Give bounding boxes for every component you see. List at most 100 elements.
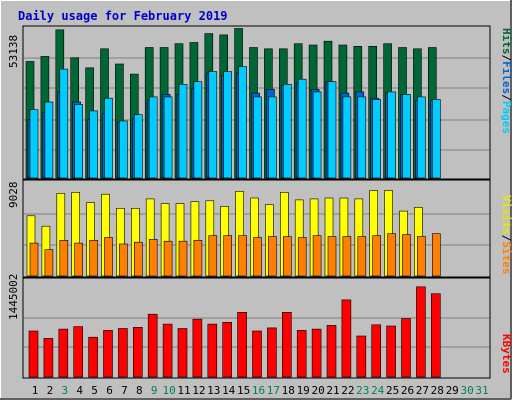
bar-sites-day-1 — [29, 242, 39, 277]
bar-sites-day-4 — [74, 242, 83, 277]
bar-pages-day-22 — [342, 96, 352, 179]
bar-sites-day-11 — [178, 240, 188, 277]
bar-sites-day-26 — [402, 234, 411, 277]
bar-kbytes-day-21 — [326, 325, 337, 378]
bar-pages-day-4 — [74, 104, 83, 179]
x-tick-label-19: 19 — [297, 384, 310, 397]
x-tick-label-12: 12 — [192, 384, 205, 397]
x-tick-label-6: 6 — [106, 384, 113, 397]
legend-entry-0: Hits — [500, 28, 512, 55]
x-tick-label-17: 17 — [267, 384, 280, 397]
legend-entry-3: / — [500, 94, 512, 101]
bar-sites-day-23 — [357, 236, 367, 277]
bar-kbytes-day-9 — [147, 313, 158, 378]
bar-pages-day-28 — [431, 99, 441, 179]
bar-kbytes-day-3 — [58, 328, 69, 378]
bar-kbytes-day-26 — [401, 318, 411, 378]
bar-sites-day-14 — [223, 235, 232, 277]
bar-kbytes-day-25 — [386, 325, 396, 378]
x-tick-label-8: 8 — [136, 384, 143, 397]
bar-kbytes-day-13 — [207, 323, 218, 378]
bar-pages-day-3 — [59, 68, 69, 179]
bar-pages-day-15 — [238, 66, 247, 179]
bar-kbytes-day-24 — [371, 324, 382, 378]
x-tick-label-15: 15 — [237, 384, 250, 397]
x-axis-labels: 1 2 3 4 5 6 7 8 9 10 11 12 13 14 15 16 17 18 19 20 21 22 23 24 2… — [32, 384, 489, 397]
x-tick-label-10: 10 — [162, 384, 175, 397]
x-tick-label-1: 1 — [32, 384, 39, 397]
bar-kbytes-day-19 — [296, 330, 307, 378]
bar-kbytes-day-10 — [162, 323, 173, 378]
bar-sites-day-20 — [312, 235, 322, 277]
bar-pages-day-18 — [282, 84, 292, 179]
bar-pages-day-16 — [253, 96, 262, 179]
bar-kbytes-day-11 — [177, 328, 188, 378]
y-max-label-hits: 53138 — [7, 35, 20, 68]
bar-pages-day-9 — [148, 96, 158, 179]
bar-pages-day-26 — [402, 94, 411, 179]
bars-layer — [25, 28, 441, 378]
bar-sites-day-6 — [104, 237, 113, 277]
bar-sites-day-18 — [282, 236, 292, 277]
bar-kbytes-day-15 — [237, 311, 247, 378]
x-tick-label-27: 27 — [416, 384, 429, 397]
bar-pages-day-6 — [104, 97, 113, 179]
bar-sites-day-25 — [387, 233, 396, 277]
legend-entry-4: Pages — [500, 101, 512, 134]
bar-kbytes-day-6 — [103, 330, 113, 378]
bar-sites-day-7 — [119, 243, 128, 277]
x-tick-label-21: 21 — [326, 384, 339, 397]
bar-sites-day-10 — [163, 240, 173, 277]
bar-sites-day-16 — [253, 237, 262, 277]
x-tick-label-29: 29 — [446, 384, 459, 397]
x-tick-label-13: 13 — [207, 384, 220, 397]
legend-visits-sites: Visits/Sites — [500, 195, 512, 275]
bar-pages-day-8 — [134, 114, 143, 179]
legend-entry-1: / — [500, 55, 512, 62]
x-tick-label-9: 9 — [151, 384, 158, 397]
bar-sites-day-8 — [134, 241, 143, 277]
x-tick-label-5: 5 — [91, 384, 98, 397]
bar-pages-day-1 — [29, 109, 39, 179]
legend-entry-2: Sites — [500, 241, 512, 274]
bar-pages-day-2 — [44, 101, 54, 179]
bar-kbytes-day-14 — [222, 321, 232, 378]
bar-kbytes-day-22 — [341, 299, 352, 378]
bar-kbytes-day-8 — [133, 326, 143, 378]
bar-sites-day-5 — [89, 240, 98, 277]
x-tick-label-24: 24 — [371, 384, 385, 397]
y-max-label-kbytes: 1445002 — [7, 274, 20, 320]
x-tick-label-2: 2 — [47, 384, 54, 397]
legend-hits-files-pages: Hits/Files/Pages — [500, 28, 512, 134]
bar-kbytes-day-2 — [43, 338, 54, 378]
bar-kbytes-day-18 — [281, 311, 292, 378]
legend-entry-0: KBytes — [500, 334, 512, 374]
bar-pages-day-27 — [417, 96, 426, 179]
x-tick-label-23: 23 — [356, 384, 369, 397]
x-tick-label-11: 11 — [177, 384, 190, 397]
x-tick-label-16: 16 — [252, 384, 265, 397]
bar-kbytes-day-23 — [356, 335, 367, 378]
bar-pages-day-24 — [372, 99, 382, 179]
bar-pages-day-11 — [178, 84, 188, 179]
chart-title: Daily usage for February 2019 — [18, 9, 228, 23]
x-tick-label-20: 20 — [311, 384, 324, 397]
bar-sites-day-12 — [193, 240, 203, 277]
bar-kbytes-day-7 — [118, 328, 128, 378]
bar-pages-day-13 — [208, 71, 218, 179]
bar-pages-day-7 — [119, 120, 128, 179]
bar-pages-day-23 — [357, 96, 367, 179]
x-tick-label-14: 14 — [222, 384, 236, 397]
bar-sites-day-13 — [208, 235, 218, 277]
bar-pages-day-25 — [387, 91, 396, 179]
bar-kbytes-day-12 — [192, 318, 203, 378]
bar-kbytes-day-17 — [267, 327, 277, 378]
bar-kbytes-day-16 — [252, 330, 262, 378]
bar-sites-day-15 — [238, 235, 247, 277]
x-tick-label-26: 26 — [401, 384, 414, 397]
bar-kbytes-day-4 — [73, 326, 83, 378]
x-tick-label-31: 31 — [475, 384, 488, 397]
bar-sites-day-27 — [417, 236, 426, 277]
legend-entry-1: / — [500, 235, 512, 242]
